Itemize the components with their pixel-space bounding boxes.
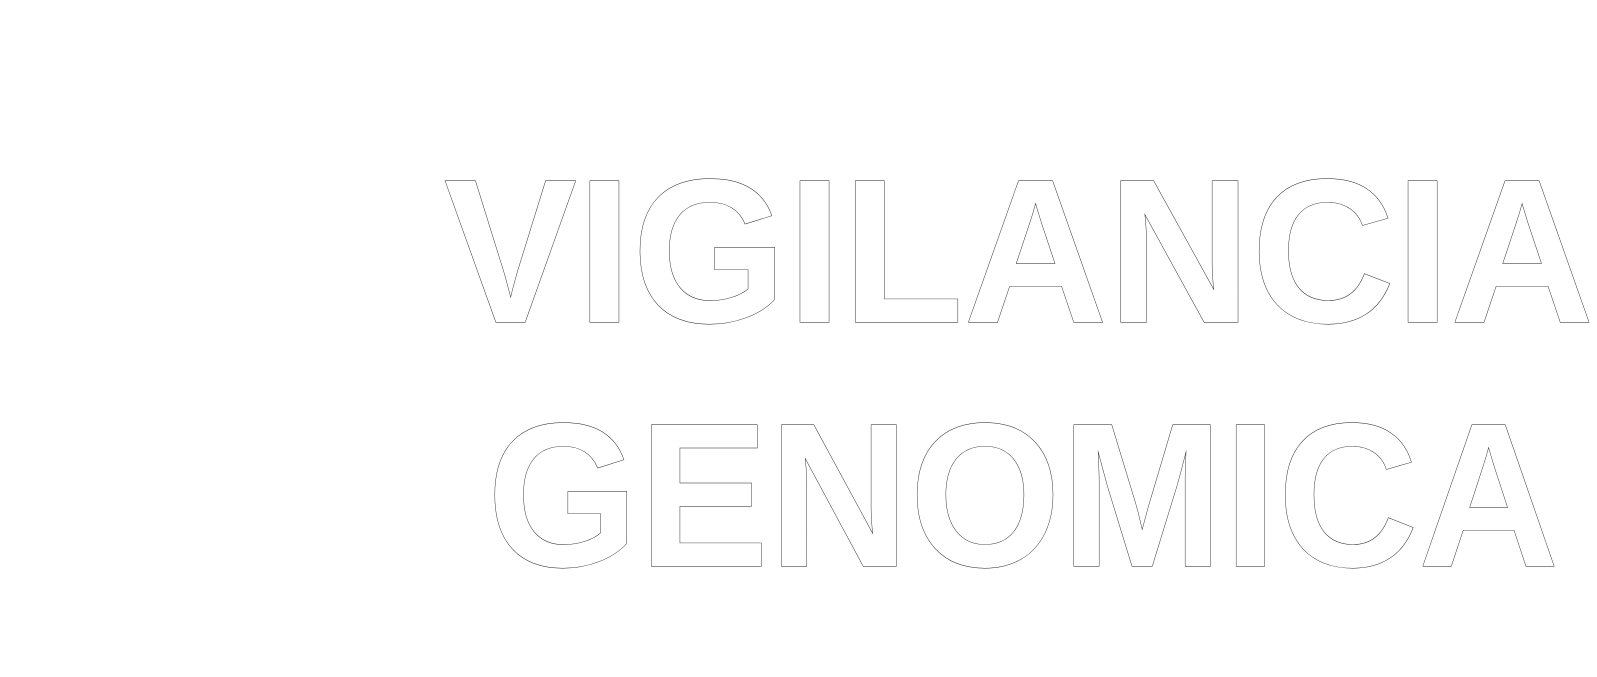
title-line-2: GENOMICA <box>487 381 1559 610</box>
title-line-1: VIGILANCIA <box>444 137 1594 366</box>
